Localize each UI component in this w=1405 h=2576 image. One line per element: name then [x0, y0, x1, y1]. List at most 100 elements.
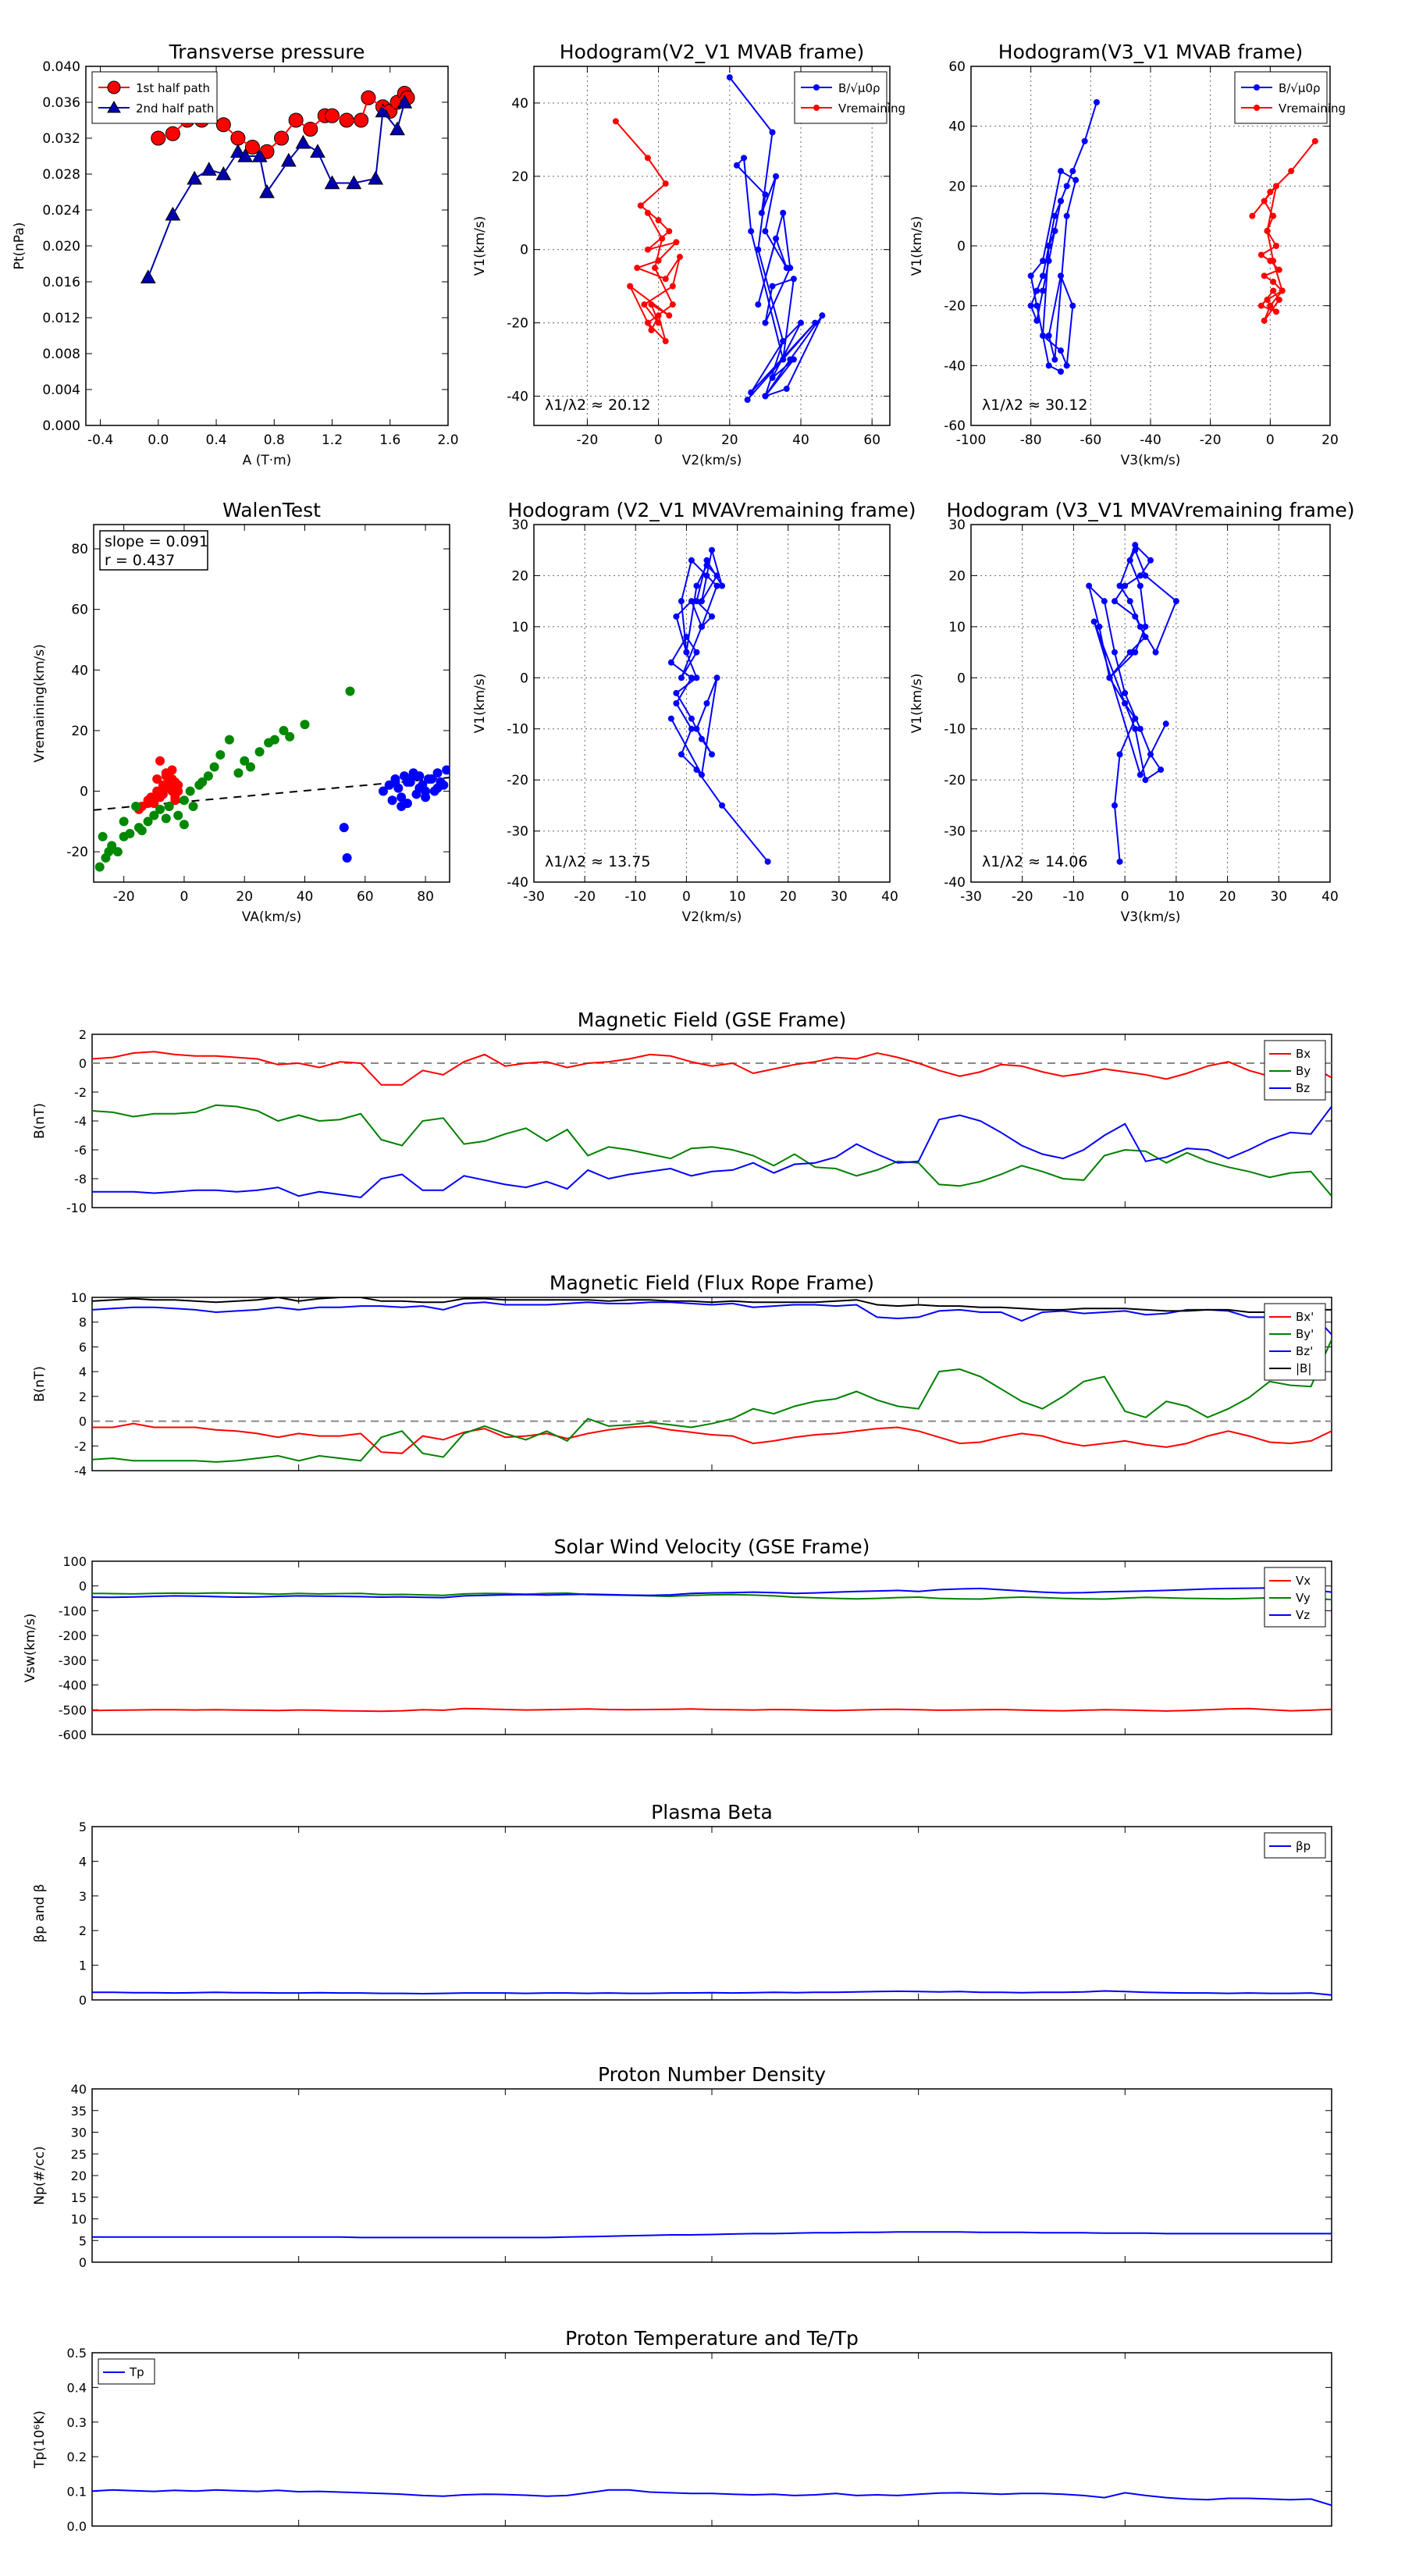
- x-tick-label: 0.0: [148, 432, 169, 448]
- data-point: [713, 674, 720, 681]
- data-point: [397, 94, 413, 109]
- data-point: [748, 228, 755, 235]
- y-tick-label: 10: [71, 2212, 87, 2227]
- y-tick-label: -40: [944, 875, 966, 891]
- y-tick-label: -40: [507, 875, 528, 891]
- data-point: [188, 801, 198, 811]
- data-point: [719, 802, 726, 809]
- legend-label: Vremaining: [838, 101, 905, 116]
- data-point: [387, 795, 397, 806]
- data-point: [783, 386, 790, 393]
- data-point: [345, 686, 355, 696]
- y-tick-label: 40: [71, 663, 88, 678]
- data-point: [683, 633, 690, 640]
- plot-area: [92, 1587, 1332, 1713]
- data-point: [673, 613, 680, 620]
- legend-label: By': [1296, 1327, 1314, 1341]
- y-tick-label: 0.008: [42, 347, 80, 362]
- y-tick-label: 0: [957, 671, 966, 686]
- data-point: [155, 804, 165, 814]
- data-point: [762, 319, 769, 326]
- y-tick-label: 2: [79, 1389, 87, 1404]
- data-point: [773, 235, 780, 242]
- data-point: [418, 780, 428, 790]
- data-point: [1311, 137, 1318, 144]
- x-tick-label: 10: [729, 889, 746, 905]
- y-tick-label: 0.2: [67, 2450, 87, 2464]
- y-tick-label: 15: [71, 2190, 87, 2205]
- y-tick-label: 100: [62, 1554, 87, 1569]
- data-point: [390, 777, 400, 787]
- y-tick-label: 0.012: [42, 311, 80, 326]
- data-point: [688, 598, 695, 605]
- data-point: [713, 582, 720, 589]
- data-point: [1069, 302, 1076, 309]
- data-point: [1267, 189, 1274, 195]
- data-point: [1126, 598, 1133, 605]
- legend-label: |B|: [1296, 1361, 1311, 1375]
- data-point: [1063, 212, 1070, 219]
- x-axis-label: VA(km/s): [242, 909, 301, 925]
- data-point: [143, 795, 153, 806]
- data-point: [1112, 598, 1118, 605]
- plot-area: [92, 1990, 1332, 1996]
- slope-label: slope = 0.091: [105, 533, 208, 550]
- chart-title: Hodogram(V2_V1 MVAB frame): [560, 41, 864, 63]
- data-point: [1270, 279, 1277, 285]
- data-point: [769, 283, 776, 290]
- data-point: [764, 858, 771, 865]
- data-point: [170, 795, 180, 806]
- y-tick-label: 40: [511, 96, 528, 112]
- data-point: [648, 326, 655, 333]
- x-tick-label: 0.4: [206, 432, 227, 448]
- data-point: [1162, 720, 1169, 728]
- data-point: [713, 572, 720, 579]
- y-tick-label: 5: [79, 1820, 87, 1834]
- data-point: [1027, 272, 1034, 279]
- x-tick-label: -20: [574, 889, 596, 905]
- data-point: [693, 725, 700, 732]
- x-axis-label: V2(km/s): [682, 909, 742, 925]
- data-point: [161, 813, 171, 824]
- data-point: [155, 756, 165, 766]
- x-tick-label: 30: [1270, 889, 1287, 905]
- mag_fr-chart: Magnetic Field (Flux Rope Frame) -4 -2 0 2 4 6…: [32, 1272, 1332, 1478]
- data-point: [1116, 751, 1123, 758]
- y-tick-label: -40: [507, 389, 528, 404]
- ratio-annotation: λ1/λ2 ≈ 30.12: [982, 397, 1087, 414]
- data-point: [1132, 542, 1139, 549]
- data-point: [279, 725, 289, 735]
- data-point: [400, 771, 410, 781]
- data-point: [755, 301, 762, 308]
- legend-marker: [107, 80, 121, 94]
- data-point: [1279, 287, 1286, 294]
- y-tick-label: 0.020: [42, 239, 80, 254]
- y-tick-label: -10: [507, 722, 528, 738]
- x-tick-label: 0.8: [264, 432, 285, 448]
- data-point: [762, 228, 769, 235]
- legend-label: 2nd half path: [136, 101, 214, 116]
- data-point: [1106, 674, 1113, 681]
- data-point: [1132, 546, 1139, 553]
- y-tick-label: 20: [71, 2169, 87, 2183]
- data-point: [1136, 572, 1144, 579]
- data-point: [423, 774, 433, 785]
- chart-title: Plasma Beta: [651, 1801, 773, 1823]
- data-point: [1132, 715, 1139, 722]
- legend-marker: [813, 84, 820, 91]
- data-point: [1063, 362, 1070, 369]
- legend-label: Bx: [1296, 1047, 1311, 1061]
- data-point: [421, 792, 431, 802]
- y-axis-label: V1(km/s): [909, 216, 925, 276]
- data-point: [1045, 243, 1052, 249]
- x-tick-label: -20: [577, 432, 599, 448]
- data-point: [1257, 251, 1264, 258]
- y-tick-label: -60: [944, 418, 966, 434]
- x-tick-label: 60: [357, 889, 374, 905]
- data-point: [637, 202, 644, 209]
- data-point: [397, 792, 407, 802]
- data-point: [1072, 176, 1080, 183]
- x-tick-label: 0: [682, 889, 691, 905]
- data-point: [1147, 751, 1154, 758]
- data-point: [641, 301, 648, 308]
